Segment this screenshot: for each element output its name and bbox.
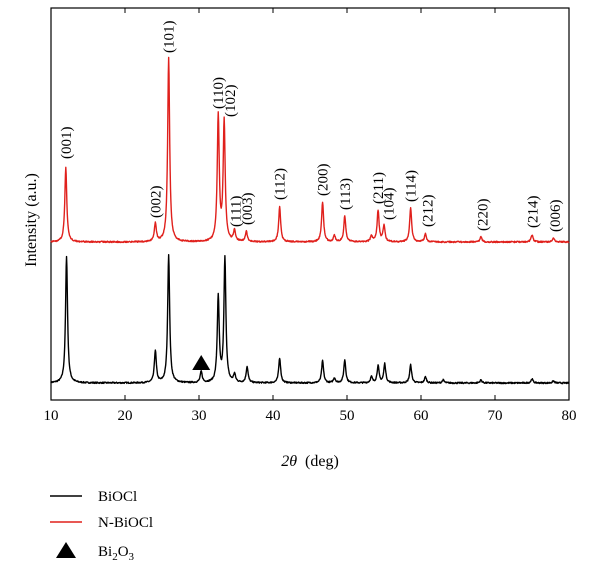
x-tick-label: 70 [488,408,503,424]
peak-label: (220) [475,199,491,232]
x-tick-label: 50 [340,408,355,424]
peak-label: (212) [421,195,437,228]
peak-label: (211) [371,172,387,204]
x-axis-unit: (deg) [305,453,339,470]
peak-label: (110) [211,77,227,109]
x-tick-label: 20 [118,408,133,424]
legend-triangle-marker [56,542,76,558]
peak-label: (003) [240,193,256,226]
x-axis-label: 2θ (deg) [281,453,339,470]
legend-label-biocl: BiOCl [98,489,137,505]
peak-label: (111) [228,196,244,227]
x-tick-label: 10 [44,408,59,424]
peak-label: (104) [381,188,397,221]
x-tick-label: 80 [562,408,577,424]
y-axis-label: Intensity (a.u.) [23,173,40,267]
markers [192,355,211,370]
x-axis-symbol: 2θ [281,453,297,470]
series-line-n-biocl [50,56,570,244]
legend-label-n-biocl: N-BiOCl [98,515,153,531]
peak-label: (001) [59,127,75,160]
series-lines [50,56,570,385]
peak-label: (102) [223,85,239,118]
series-line-biocl [50,254,570,385]
peak-label: (112) [273,168,289,200]
peak-label: (101) [162,21,178,54]
bi2o3-marker [192,355,211,370]
peak-label: (214) [526,196,542,229]
legend-label-bi2o3: Bi2O3 [98,544,135,563]
peak-label: (002) [148,186,164,219]
peak-label: (006) [548,200,564,233]
plot-frame [50,7,570,401]
peak-labels: (001) (002) (101) (110)(102) (111)(003) (112)… [59,21,564,233]
x-tick-label: 30 [192,408,207,424]
peak-label: (113) [338,178,354,210]
peak-label: (200) [316,164,332,197]
peak-label: (114) [404,170,420,202]
x-tick-label: 40 [266,408,281,424]
plot-border [50,7,570,401]
legend: BiOCl N-BiOCl Bi2O3 [50,489,153,563]
x-axis: 10 20 30 40 50 60 70 80 [44,8,577,424]
x-tick-label: 60 [414,408,429,424]
